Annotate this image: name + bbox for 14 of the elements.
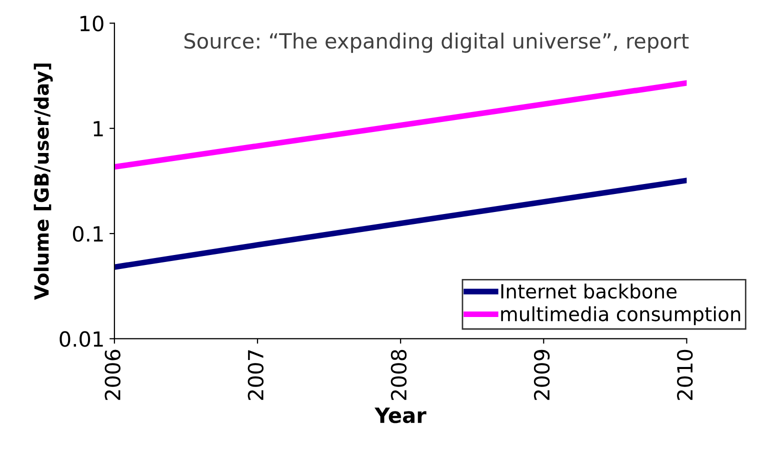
- y-tick-label: 0.1: [72, 226, 103, 242]
- legend-label: Internet backbone: [501, 284, 677, 299]
- y-tick-label: 10: [80, 16, 104, 32]
- x-tick-label: 2010: [676, 350, 693, 400]
- x-axis-title: Year: [374, 408, 426, 424]
- x-tick-label: 2009: [534, 350, 550, 400]
- legend-label: multimedia consumption: [501, 306, 740, 326]
- y-axis-title: Volume [GB/user/day]: [34, 64, 53, 300]
- x-tick-label: 2008: [390, 350, 407, 400]
- annotation: Source: “The expanding digital universe”, report: [184, 32, 689, 53]
- y-tick-label: 0.01: [60, 331, 103, 347]
- x-tick-label: 2007: [248, 350, 264, 400]
- x-tick-label: 2006: [104, 350, 120, 400]
- y-tick-label: 1: [94, 121, 103, 136]
